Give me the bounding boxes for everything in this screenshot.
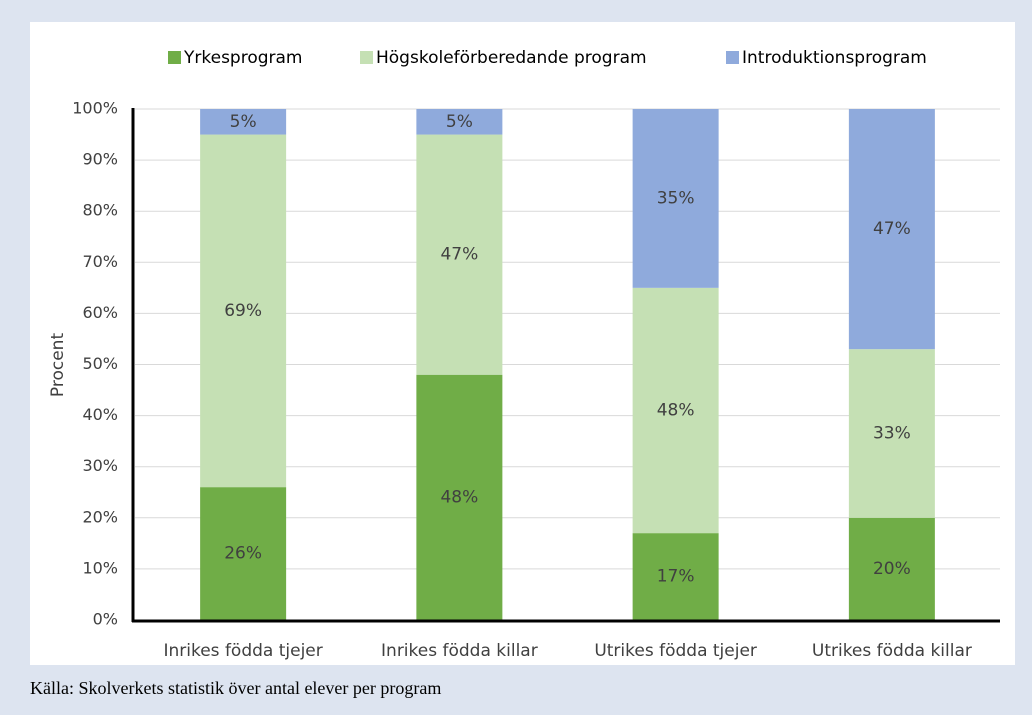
bar-segment: [416, 374, 503, 620]
legend-label: Yrkesprogram: [183, 48, 303, 68]
y-tick-label: 20%: [82, 507, 118, 526]
x-tick-label: Utrikes födda tjejer: [594, 641, 757, 661]
data-label: 35%: [657, 188, 695, 208]
bar-segment: [416, 109, 503, 135]
bar-segment: [632, 287, 719, 534]
y-tick-label: 0%: [93, 610, 118, 629]
bar-segment: [200, 487, 287, 620]
bar-segment: [848, 517, 935, 620]
data-label: 5%: [230, 112, 257, 132]
bar-segment: [848, 349, 935, 518]
data-label: 33%: [873, 423, 911, 443]
legend-label: Introduktionsprogram: [742, 48, 927, 68]
y-tick-label: 60%: [82, 303, 118, 322]
data-label: 26%: [224, 544, 262, 564]
source-note: Källa: Skolverkets statistik över antal …: [30, 678, 442, 698]
legend-label: Högskoleförberedande program: [376, 48, 647, 68]
y-tick-label: 100%: [72, 99, 118, 118]
bar-segment: [632, 109, 719, 288]
legend-swatch: [360, 51, 373, 64]
data-label: 48%: [657, 400, 695, 420]
data-label: 69%: [224, 301, 262, 321]
bar-segment: [416, 134, 503, 375]
data-label: 17%: [657, 567, 695, 587]
x-tick-label: Inrikes födda killar: [381, 641, 538, 661]
y-tick-label: 30%: [82, 456, 118, 475]
data-label: 20%: [873, 559, 911, 579]
x-tick-label: Inrikes födda tjejer: [163, 641, 322, 661]
y-tick-label: 10%: [82, 558, 118, 577]
y-tick-label: 70%: [82, 252, 118, 271]
y-tick-label: 50%: [82, 354, 118, 373]
bar-segment: [200, 134, 287, 488]
x-tick-label: Utrikes födda killar: [812, 641, 972, 661]
bar-segment: [848, 109, 935, 350]
y-tick-label: 90%: [82, 150, 118, 169]
y-tick-label: 80%: [82, 201, 118, 220]
bar-segment: [200, 109, 287, 135]
data-label: 47%: [873, 219, 911, 239]
data-label: 48%: [440, 487, 478, 507]
bar-segment: [632, 533, 719, 620]
data-label: 5%: [446, 112, 473, 132]
y-axis-label: Procent: [48, 333, 68, 398]
y-tick-label: 40%: [82, 405, 118, 424]
legend-swatch: [168, 51, 181, 64]
legend-swatch: [726, 51, 739, 64]
data-label: 47%: [440, 245, 478, 265]
